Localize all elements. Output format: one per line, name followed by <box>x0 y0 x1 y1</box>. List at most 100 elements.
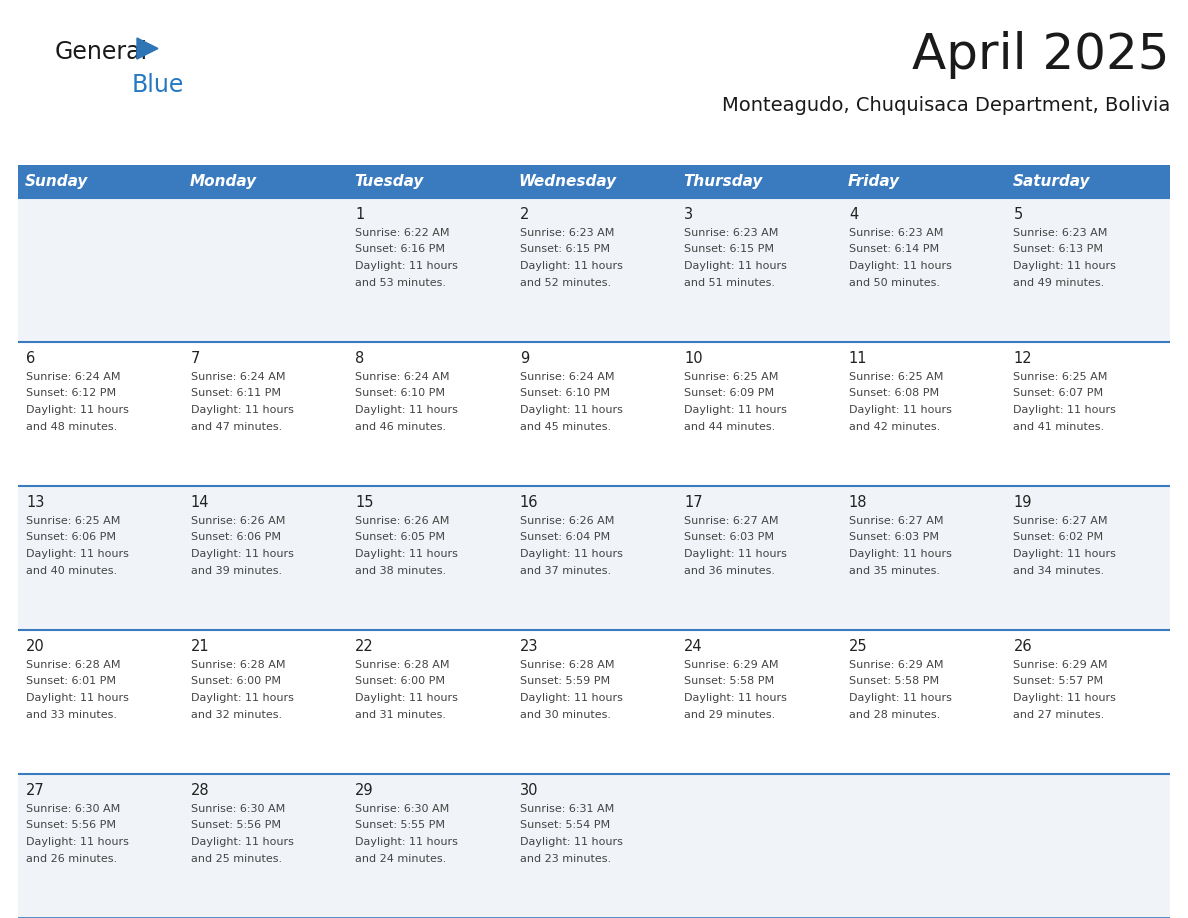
Text: Daylight: 11 hours: Daylight: 11 hours <box>26 693 128 703</box>
Text: Sunset: 5:56 PM: Sunset: 5:56 PM <box>26 821 116 831</box>
Text: Daylight: 11 hours: Daylight: 11 hours <box>190 549 293 559</box>
Text: Daylight: 11 hours: Daylight: 11 hours <box>26 405 128 415</box>
Text: 5: 5 <box>1013 207 1023 222</box>
Text: and 46 minutes.: and 46 minutes. <box>355 421 447 431</box>
Text: 15: 15 <box>355 495 374 510</box>
Text: Daylight: 11 hours: Daylight: 11 hours <box>26 549 128 559</box>
Text: Sunrise: 6:30 AM: Sunrise: 6:30 AM <box>355 804 449 814</box>
Text: and 48 minutes.: and 48 minutes. <box>26 421 118 431</box>
Text: Sunrise: 6:26 AM: Sunrise: 6:26 AM <box>190 516 285 526</box>
Text: Sunrise: 6:26 AM: Sunrise: 6:26 AM <box>355 516 449 526</box>
Text: Sunset: 6:15 PM: Sunset: 6:15 PM <box>519 244 609 254</box>
Text: 24: 24 <box>684 639 703 654</box>
Text: 9: 9 <box>519 351 529 366</box>
Text: and 36 minutes.: and 36 minutes. <box>684 565 776 576</box>
Text: 6: 6 <box>26 351 36 366</box>
Text: and 37 minutes.: and 37 minutes. <box>519 565 611 576</box>
Text: and 38 minutes.: and 38 minutes. <box>355 565 447 576</box>
Text: Daylight: 11 hours: Daylight: 11 hours <box>684 405 788 415</box>
Text: Sunset: 6:16 PM: Sunset: 6:16 PM <box>355 244 446 254</box>
Text: Sunrise: 6:23 AM: Sunrise: 6:23 AM <box>519 228 614 238</box>
Text: Thursday: Thursday <box>683 174 763 189</box>
Text: Sunset: 6:00 PM: Sunset: 6:00 PM <box>355 677 446 687</box>
Text: and 32 minutes.: and 32 minutes. <box>190 710 282 720</box>
Text: 12: 12 <box>1013 351 1032 366</box>
Text: and 47 minutes.: and 47 minutes. <box>190 421 282 431</box>
Text: Sunset: 5:55 PM: Sunset: 5:55 PM <box>355 821 446 831</box>
Text: Daylight: 11 hours: Daylight: 11 hours <box>355 693 459 703</box>
Text: Daylight: 11 hours: Daylight: 11 hours <box>849 693 952 703</box>
Text: and 28 minutes.: and 28 minutes. <box>849 710 940 720</box>
Text: 21: 21 <box>190 639 209 654</box>
Text: and 42 minutes.: and 42 minutes. <box>849 421 940 431</box>
Text: and 35 minutes.: and 35 minutes. <box>849 565 940 576</box>
Text: Sunrise: 6:27 AM: Sunrise: 6:27 AM <box>684 516 779 526</box>
Text: Daylight: 11 hours: Daylight: 11 hours <box>519 261 623 271</box>
Text: Sunrise: 6:25 AM: Sunrise: 6:25 AM <box>1013 372 1107 382</box>
Text: and 50 minutes.: and 50 minutes. <box>849 277 940 287</box>
Text: Sunset: 6:01 PM: Sunset: 6:01 PM <box>26 677 116 687</box>
Text: 10: 10 <box>684 351 703 366</box>
Text: Daylight: 11 hours: Daylight: 11 hours <box>355 405 459 415</box>
Text: Daylight: 11 hours: Daylight: 11 hours <box>190 405 293 415</box>
Text: Daylight: 11 hours: Daylight: 11 hours <box>849 549 952 559</box>
Text: 22: 22 <box>355 639 374 654</box>
Text: Sunrise: 6:29 AM: Sunrise: 6:29 AM <box>684 660 779 670</box>
Text: Sunrise: 6:27 AM: Sunrise: 6:27 AM <box>849 516 943 526</box>
Text: Sunset: 6:03 PM: Sunset: 6:03 PM <box>849 532 939 543</box>
Text: Sunrise: 6:24 AM: Sunrise: 6:24 AM <box>190 372 285 382</box>
Text: Sunrise: 6:24 AM: Sunrise: 6:24 AM <box>519 372 614 382</box>
Text: Sunrise: 6:24 AM: Sunrise: 6:24 AM <box>355 372 449 382</box>
Text: Daylight: 11 hours: Daylight: 11 hours <box>1013 405 1117 415</box>
Text: Sunrise: 6:23 AM: Sunrise: 6:23 AM <box>684 228 778 238</box>
Bar <box>18 486 1170 630</box>
Text: and 31 minutes.: and 31 minutes. <box>355 710 447 720</box>
Text: Sunset: 6:07 PM: Sunset: 6:07 PM <box>1013 388 1104 398</box>
Text: Monday: Monday <box>190 174 257 189</box>
Text: 26: 26 <box>1013 639 1032 654</box>
Text: Sunset: 6:08 PM: Sunset: 6:08 PM <box>849 388 939 398</box>
Text: Sunrise: 6:29 AM: Sunrise: 6:29 AM <box>1013 660 1108 670</box>
Text: Sunset: 5:58 PM: Sunset: 5:58 PM <box>849 677 939 687</box>
Text: Sunrise: 6:28 AM: Sunrise: 6:28 AM <box>519 660 614 670</box>
Text: Sunrise: 6:30 AM: Sunrise: 6:30 AM <box>190 804 285 814</box>
Text: 16: 16 <box>519 495 538 510</box>
Text: 29: 29 <box>355 783 374 798</box>
Text: Daylight: 11 hours: Daylight: 11 hours <box>684 261 788 271</box>
Bar <box>1005 165 1170 198</box>
Text: Daylight: 11 hours: Daylight: 11 hours <box>1013 693 1117 703</box>
Text: General: General <box>55 40 148 64</box>
Text: Sunset: 6:03 PM: Sunset: 6:03 PM <box>684 532 775 543</box>
Text: Daylight: 11 hours: Daylight: 11 hours <box>519 837 623 847</box>
Bar <box>183 165 347 198</box>
Text: Sunset: 5:56 PM: Sunset: 5:56 PM <box>190 821 280 831</box>
Text: Sunrise: 6:23 AM: Sunrise: 6:23 AM <box>1013 228 1107 238</box>
Text: and 51 minutes.: and 51 minutes. <box>684 277 776 287</box>
Text: Sunset: 6:05 PM: Sunset: 6:05 PM <box>355 532 446 543</box>
Text: Sunset: 6:09 PM: Sunset: 6:09 PM <box>684 388 775 398</box>
Text: Sunrise: 6:28 AM: Sunrise: 6:28 AM <box>190 660 285 670</box>
Bar <box>18 342 1170 486</box>
Text: and 30 minutes.: and 30 minutes. <box>519 710 611 720</box>
Text: 25: 25 <box>849 639 867 654</box>
Text: 23: 23 <box>519 639 538 654</box>
Text: and 52 minutes.: and 52 minutes. <box>519 277 611 287</box>
Text: 13: 13 <box>26 495 44 510</box>
Text: Daylight: 11 hours: Daylight: 11 hours <box>849 261 952 271</box>
Polygon shape <box>137 38 158 59</box>
Text: Sunrise: 6:28 AM: Sunrise: 6:28 AM <box>26 660 120 670</box>
Text: and 40 minutes.: and 40 minutes. <box>26 565 118 576</box>
Text: Blue: Blue <box>132 73 184 97</box>
Text: 18: 18 <box>849 495 867 510</box>
Text: Sunset: 6:10 PM: Sunset: 6:10 PM <box>519 388 609 398</box>
Text: Sunset: 6:02 PM: Sunset: 6:02 PM <box>1013 532 1104 543</box>
Text: and 44 minutes.: and 44 minutes. <box>684 421 776 431</box>
Text: and 53 minutes.: and 53 minutes. <box>355 277 447 287</box>
Bar <box>347 165 512 198</box>
Text: Sunrise: 6:26 AM: Sunrise: 6:26 AM <box>519 516 614 526</box>
Text: and 25 minutes.: and 25 minutes. <box>190 854 282 864</box>
Text: Sunset: 6:15 PM: Sunset: 6:15 PM <box>684 244 775 254</box>
Text: Sunset: 6:04 PM: Sunset: 6:04 PM <box>519 532 609 543</box>
Text: Daylight: 11 hours: Daylight: 11 hours <box>519 405 623 415</box>
Text: Sunset: 6:06 PM: Sunset: 6:06 PM <box>190 532 280 543</box>
